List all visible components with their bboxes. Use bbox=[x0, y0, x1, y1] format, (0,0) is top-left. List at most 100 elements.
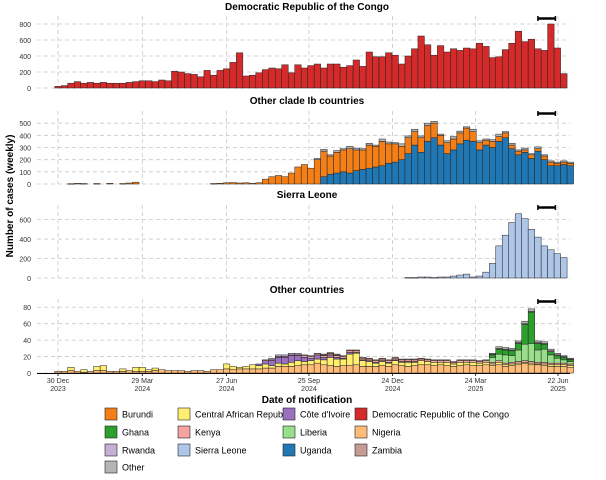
bar-segment bbox=[93, 366, 101, 371]
bar-segment bbox=[385, 359, 393, 361]
bar-segment bbox=[268, 367, 276, 374]
bar-segment bbox=[430, 137, 438, 185]
bar-segment bbox=[320, 150, 328, 177]
bar-segment bbox=[249, 183, 257, 185]
bar-segment bbox=[171, 70, 179, 89]
bar-segment bbox=[560, 366, 568, 374]
bar-segment bbox=[339, 358, 347, 366]
panel-title: Other countries bbox=[270, 285, 345, 296]
bar-segment bbox=[339, 355, 347, 357]
bar-segment bbox=[333, 172, 341, 185]
bar-segment bbox=[553, 355, 561, 359]
bar-segment bbox=[73, 183, 81, 185]
bar-segment bbox=[313, 159, 321, 185]
bar-segment bbox=[469, 131, 477, 142]
bar-segment bbox=[339, 171, 347, 185]
bar-segment bbox=[508, 144, 516, 149]
panel-1: Democratic Republic of the Congo 0 200 400 6… bbox=[19, 2, 570, 93]
bar-segment bbox=[463, 139, 471, 185]
bar-segment bbox=[352, 349, 360, 352]
bar-segment bbox=[307, 65, 315, 89]
bar-segment bbox=[417, 137, 425, 153]
bar-segment bbox=[469, 141, 477, 185]
bar-segment bbox=[495, 348, 503, 355]
bar-segment bbox=[223, 182, 231, 185]
bar-segment bbox=[359, 169, 367, 185]
bar-segment bbox=[463, 364, 471, 374]
legend-item: Zambia bbox=[354, 443, 402, 457]
bar-segment bbox=[255, 182, 263, 185]
bar-segment bbox=[359, 357, 367, 359]
bar-segment bbox=[482, 362, 490, 366]
bar-segment bbox=[437, 362, 445, 366]
bar-segment bbox=[262, 178, 270, 185]
bar-segment bbox=[534, 343, 542, 351]
bar-segment bbox=[547, 161, 555, 167]
bar-segment bbox=[566, 165, 574, 185]
bar-segment bbox=[476, 140, 484, 143]
bar-segment bbox=[430, 122, 438, 139]
bar-segment bbox=[443, 153, 451, 185]
bar-segment bbox=[443, 142, 451, 154]
bar-segment bbox=[508, 348, 516, 351]
bar-segment bbox=[547, 351, 555, 356]
bar-segment bbox=[443, 51, 451, 89]
legend-swatch bbox=[177, 443, 191, 457]
bar-segment bbox=[443, 359, 451, 361]
bar-segment bbox=[424, 125, 432, 142]
bar-segment bbox=[119, 82, 127, 89]
legend-item: Sierra Leone bbox=[177, 443, 247, 457]
bar-segment bbox=[385, 362, 393, 367]
bar-segment bbox=[67, 183, 75, 185]
bar-segment bbox=[287, 355, 295, 363]
bar-segment bbox=[352, 149, 360, 171]
bar-segment bbox=[553, 163, 561, 166]
legend-item: Burundi bbox=[104, 407, 153, 421]
bar-segment bbox=[86, 371, 94, 374]
bar-segment bbox=[495, 133, 503, 137]
legend-swatch bbox=[282, 407, 296, 421]
bar-segment bbox=[242, 182, 250, 185]
bar-segment bbox=[553, 253, 561, 279]
bar-segment bbox=[547, 249, 555, 279]
legend-item: Rwanda bbox=[104, 443, 155, 457]
bar-segment bbox=[229, 62, 237, 89]
bar-segment bbox=[501, 347, 509, 350]
legend-swatch bbox=[177, 407, 191, 421]
bar-segment bbox=[385, 52, 393, 89]
bar-segment bbox=[262, 69, 270, 89]
bar-segment bbox=[132, 81, 140, 89]
bar-segment bbox=[326, 357, 334, 366]
bar-segment bbox=[372, 166, 380, 185]
bar-segment bbox=[365, 357, 373, 360]
legend-swatch bbox=[282, 443, 296, 457]
bar-segment bbox=[430, 121, 438, 124]
bar-segment bbox=[508, 350, 516, 356]
x-tick-label: 25 Sep bbox=[298, 378, 320, 385]
x-tick-label-year: 2024 bbox=[385, 386, 401, 393]
bar-segment bbox=[404, 362, 412, 367]
bar-segment bbox=[346, 365, 354, 374]
bar-segment bbox=[469, 359, 477, 361]
bar-segment bbox=[469, 362, 477, 366]
bar-segment bbox=[339, 66, 347, 89]
bar-segment bbox=[521, 152, 529, 185]
bar-segment bbox=[106, 82, 114, 89]
bar-segment bbox=[320, 176, 328, 185]
bar-segment bbox=[417, 276, 425, 279]
bar-segment bbox=[501, 349, 509, 356]
bar-segment bbox=[450, 48, 458, 89]
bar-segment bbox=[501, 137, 509, 185]
bar-segment bbox=[119, 183, 127, 185]
bar-segment bbox=[540, 341, 548, 344]
bar-segment bbox=[476, 149, 484, 185]
x-tick-label: 30 Dec bbox=[47, 378, 70, 385]
bar-segment bbox=[495, 141, 503, 185]
bar-segment bbox=[275, 354, 282, 357]
bar-segment bbox=[268, 67, 276, 89]
legend-swatch bbox=[177, 425, 191, 439]
bar-segment bbox=[476, 275, 484, 279]
bar-segment bbox=[164, 80, 172, 89]
bar-segment bbox=[313, 353, 321, 355]
